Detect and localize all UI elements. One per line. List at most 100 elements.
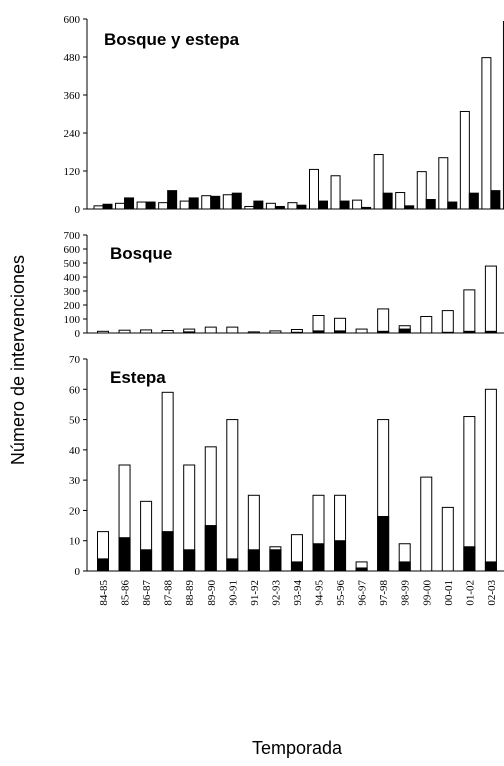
category-label: 99-00 bbox=[421, 580, 433, 606]
y-tick-label: 480 bbox=[64, 52, 81, 64]
bar-stack-black bbox=[269, 549, 282, 572]
bar-black bbox=[167, 190, 178, 210]
bar-stack-black bbox=[398, 561, 411, 572]
category-label: 87-88 bbox=[163, 580, 175, 606]
bar-stack-black bbox=[377, 515, 390, 572]
bar-black bbox=[145, 201, 156, 210]
y-tick-label: 70 bbox=[69, 354, 81, 366]
bar-white bbox=[265, 202, 276, 210]
y-tick-label: 240 bbox=[64, 128, 81, 140]
bar-stack-black bbox=[97, 558, 109, 572]
y-tick-label: 40 bbox=[69, 445, 81, 457]
category-label: 85-86 bbox=[120, 580, 132, 606]
y-tick-label: 700 bbox=[64, 230, 81, 242]
bar-stack-black bbox=[441, 331, 454, 334]
bar-black bbox=[124, 197, 135, 210]
bar-white bbox=[459, 110, 470, 210]
category-label: 91-92 bbox=[249, 580, 261, 606]
bar-black bbox=[253, 200, 264, 210]
bar-white bbox=[309, 168, 319, 210]
bar-black bbox=[404, 205, 415, 210]
bar-stack-white bbox=[204, 326, 217, 334]
bar-white bbox=[373, 154, 384, 210]
bar-stack-black bbox=[290, 331, 303, 334]
category-label: 88-89 bbox=[184, 580, 196, 606]
y-tick-label: 0 bbox=[75, 328, 81, 340]
bar-stack-black bbox=[118, 537, 131, 572]
bar-stack-black bbox=[334, 540, 347, 572]
category-label: 90-91 bbox=[227, 580, 239, 606]
bar-black bbox=[490, 190, 501, 210]
bar-stack-black bbox=[247, 549, 260, 572]
bar-stack-black bbox=[484, 561, 497, 572]
bar-black bbox=[102, 203, 113, 210]
bar-stack-white bbox=[161, 329, 174, 334]
bar-white bbox=[244, 205, 255, 210]
bar-stack-white bbox=[355, 328, 368, 334]
bar-white bbox=[395, 192, 406, 210]
bar-stack-black bbox=[312, 543, 325, 572]
bar-white bbox=[201, 195, 212, 210]
bar-black bbox=[447, 201, 458, 210]
category-label: 86-87 bbox=[141, 580, 153, 606]
category-label: 98-99 bbox=[400, 580, 412, 606]
bar-stack-white bbox=[140, 329, 153, 334]
bar-stack-white bbox=[484, 388, 497, 572]
bar-black bbox=[339, 200, 350, 210]
category-tick-labels: 84-85 85-86 86-87 87-88 88-89 89-90 90-91 91-92… bbox=[98, 580, 498, 606]
bar-stack-black bbox=[484, 330, 497, 334]
bar-black bbox=[188, 197, 199, 210]
y-tick-label: 30 bbox=[69, 475, 81, 487]
category-label: 95-96 bbox=[335, 580, 347, 606]
bar-stack-black bbox=[398, 328, 411, 334]
bar-stack-black bbox=[204, 525, 217, 572]
bar-stack-white bbox=[118, 329, 131, 334]
category-label: 96-97 bbox=[357, 580, 369, 606]
bar-black bbox=[425, 199, 436, 210]
bar-white bbox=[222, 194, 233, 210]
category-label: 93-94 bbox=[292, 580, 304, 606]
bar-white bbox=[352, 199, 363, 210]
y-tick-label: 200 bbox=[64, 300, 81, 312]
bar-white bbox=[438, 157, 449, 210]
panel-1: 0 100 200 300 400 500 600 700 Bosque bbox=[64, 230, 504, 340]
bar-stack-white bbox=[463, 289, 476, 334]
panel-title: Bosque bbox=[110, 244, 172, 263]
y-tick-label: 0 bbox=[75, 204, 81, 216]
y-tick-label: 600 bbox=[64, 14, 81, 26]
bar-stack-black bbox=[140, 549, 153, 572]
bar-stack-white bbox=[441, 506, 454, 572]
bar-white bbox=[136, 201, 147, 210]
bar-black bbox=[382, 192, 393, 210]
bar-white bbox=[416, 171, 427, 210]
bar-stack-white bbox=[312, 315, 325, 334]
y-tick-label: 500 bbox=[64, 258, 81, 270]
bar-stack-black bbox=[463, 330, 476, 334]
y-axis-label: Número de intervenciones bbox=[8, 255, 28, 465]
y-tick-label: 0 bbox=[75, 566, 81, 578]
bar-stack-white bbox=[269, 330, 282, 334]
bar-stack-white bbox=[226, 419, 239, 572]
panel-2: 0 10 20 30 40 50 60 70 Estepa bbox=[69, 354, 504, 578]
y-tick-label: 600 bbox=[64, 244, 81, 256]
bar-stack-black bbox=[377, 330, 390, 334]
category-label: 89-90 bbox=[206, 580, 218, 606]
bar-stack-white bbox=[420, 476, 433, 572]
bar-stack-white bbox=[441, 310, 454, 334]
bar-stack-white bbox=[377, 308, 390, 334]
category-label: 02-03 bbox=[486, 580, 498, 606]
y-tick-label: 120 bbox=[64, 166, 81, 178]
bar-black bbox=[274, 205, 285, 210]
y-tick-label: 20 bbox=[69, 505, 81, 517]
bar-white bbox=[179, 200, 190, 210]
bar-black bbox=[468, 192, 479, 210]
bar-stack-white bbox=[420, 315, 433, 334]
bar-black bbox=[296, 204, 307, 210]
bar-white bbox=[115, 202, 126, 210]
bar-stack-black bbox=[183, 549, 196, 572]
bar-white bbox=[158, 202, 169, 210]
bar-stack-black bbox=[290, 561, 303, 572]
bar-stack-white bbox=[247, 331, 260, 334]
